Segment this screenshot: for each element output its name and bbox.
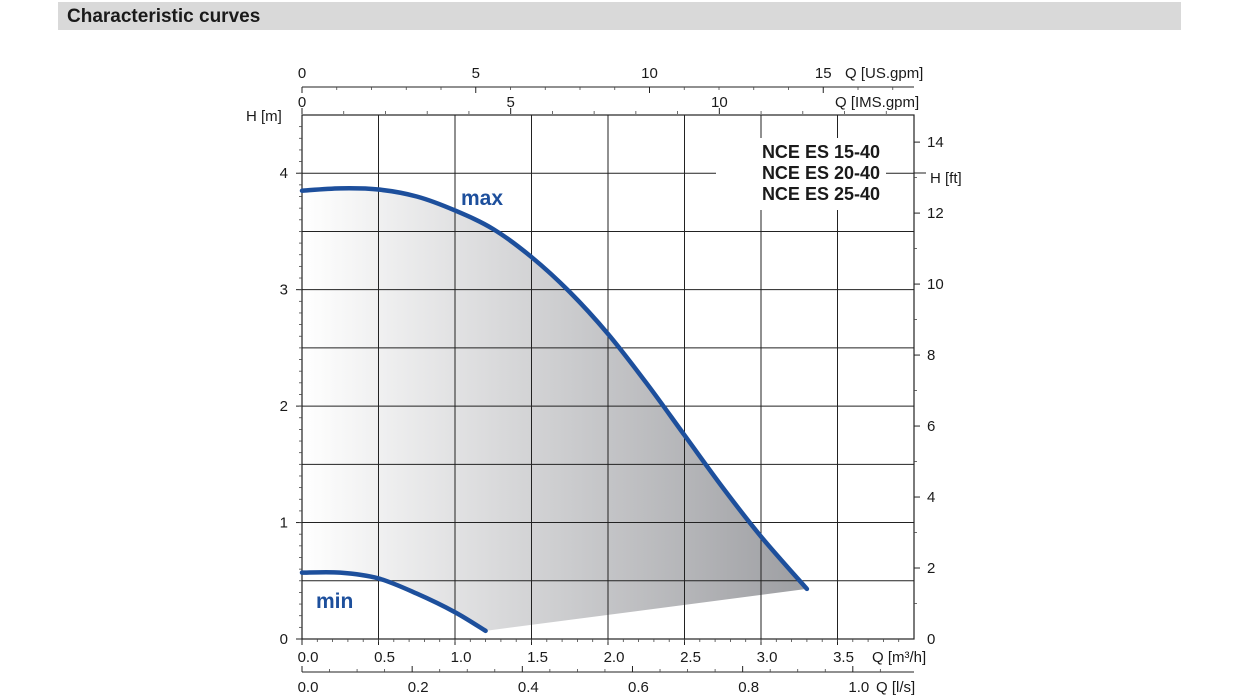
x-tick-label-ls: 0.6: [628, 679, 649, 696]
chart-title-line: NCE ES 25-40: [762, 184, 880, 204]
y-tick-label-ft: 10: [927, 276, 944, 293]
y-tick-label-m: 4: [280, 165, 288, 182]
x-tick-label-usgpm: 15: [815, 65, 832, 82]
x-tick-label-m3h: 1.5: [527, 649, 548, 666]
x-tick-label-usgpm: 0: [298, 65, 306, 82]
x-axis-label-ls: Q [l/s]: [876, 679, 915, 696]
series-line-max: [299, 186, 810, 592]
y-tick-label-m: 1: [280, 515, 288, 532]
x-tick-label-imsgpm: 10: [711, 94, 728, 111]
y-tick-label-m: 2: [280, 398, 288, 415]
section-title: Characteristic curves: [67, 6, 261, 27]
chart-title-line: NCE ES 15-40: [762, 142, 880, 162]
x-tick-label-ls: 1.0: [848, 679, 869, 696]
x-tick-label-m3h: 1.0: [451, 649, 472, 666]
x-tick-label-ls: 0.8: [738, 679, 759, 696]
series-line-min: [299, 569, 488, 634]
y-tick-label-ft: 4: [927, 489, 935, 506]
x-tick-label-ls: 0.4: [518, 679, 539, 696]
x-tick-label-m3h: 2.5: [680, 649, 701, 666]
title-background: [716, 138, 886, 210]
y-tick-label-ft-zero: 0: [927, 631, 935, 648]
x-tick-label-m3h: 0.0: [298, 649, 319, 666]
x-tick-label-m3h: 0.5: [374, 649, 395, 666]
y-axis-label-m: H [m]: [246, 108, 282, 125]
x-tick-label-imsgpm: 5: [506, 94, 514, 111]
x-tick-label-m3h: 3.0: [757, 649, 778, 666]
x-axis-label-usgpm: Q [US.gpm]: [845, 65, 923, 82]
y-tick-label-ft: 12: [927, 205, 944, 222]
y-tick-label-m: 3: [280, 282, 288, 299]
y-tick-label-ft: 8: [927, 347, 935, 364]
x-tick-label-m3h: 2.0: [604, 649, 625, 666]
x-tick-label-usgpm: 5: [472, 65, 480, 82]
x-tick-label-usgpm: 10: [641, 65, 658, 82]
x-axis-label-m3h: Q [m³/h]: [872, 649, 926, 666]
y-tick-label-ft: 14: [927, 134, 944, 151]
y-tick-label-m: 0: [280, 631, 288, 648]
x-tick-label-m3h: 3.5: [833, 649, 854, 666]
x-tick-label-ls: 0.0: [298, 679, 319, 696]
x-tick-label-ls: 0.2: [408, 679, 429, 696]
y-axis-label-ft: H [ft]: [930, 170, 962, 187]
x-axis-label-imsgpm: Q [IMS.gpm]: [835, 94, 919, 111]
x-tick-label-imsgpm: 0: [298, 94, 306, 111]
y-tick-label-ft: 6: [927, 418, 935, 435]
y-tick-label-ft: 2: [927, 560, 935, 577]
chart-title-line: NCE ES 20-40: [762, 163, 880, 183]
series-label-min: min: [316, 590, 353, 613]
section-header: Characteristic curves: [58, 2, 1181, 30]
series-label-max: max: [461, 187, 503, 210]
operating-area: [302, 188, 807, 631]
